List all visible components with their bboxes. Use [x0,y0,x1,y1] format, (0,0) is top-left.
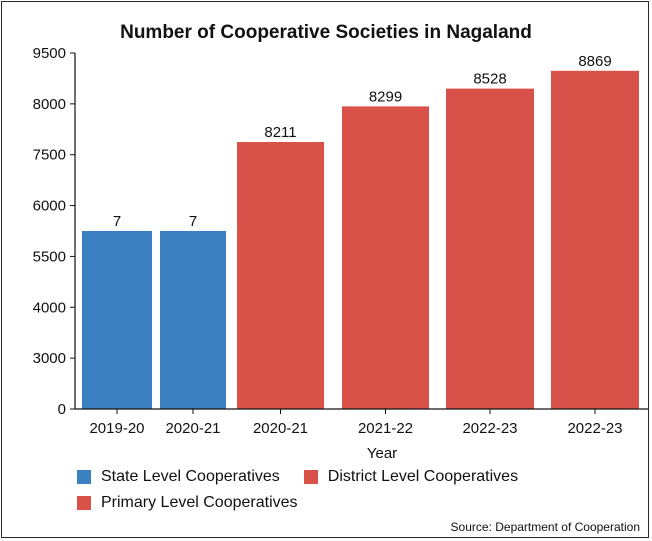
y-tick-label: 9500 [33,45,66,62]
y-axis: 0 3000 4000 5500 6000 7500 8000 9500 [33,45,76,418]
y-tick-label: 5500 [33,248,66,265]
y-tick-label: 6000 [33,198,66,215]
y-tick-label: 7500 [33,147,66,164]
legend-label: District Level Cooperatives [327,468,519,485]
legend-swatch [77,496,91,510]
x-axis-title: Year [367,445,397,462]
bar-6 [551,70,639,410]
bar-5 [446,88,534,409]
x-tick-label: 2020-21 [165,420,220,437]
y-tick-label: 4000 [33,299,66,316]
bar-value-label: 8211 [264,124,296,141]
x-tick-label: 2021-22 [358,420,413,437]
bar-value-label: 8299 [369,88,402,105]
x-tick-label: 2022-23 [462,420,517,437]
bar-3 [237,142,324,409]
legend: State Level Cooperatives District Level C… [77,468,637,512]
bar-value-label: 8528 [473,71,506,88]
bar-value-label: 7 [113,213,121,230]
legend-label: Primary Level Cooperatives [101,494,298,511]
y-tick-label: 3000 [33,350,66,367]
legend-swatch [77,470,91,484]
legend-item: Primary Level Cooperatives [77,494,298,512]
source-note: Source: Department of Cooperation [450,520,640,534]
bar-2 [160,231,226,409]
legend-label: State Level Cooperatives [101,468,280,485]
y-tick-label: 8000 [33,96,66,113]
chart-title: Number of Cooperative Societies in Nagal… [120,22,532,43]
bar-1 [82,231,152,409]
x-tick-label: 2022-23 [567,420,622,437]
bar-value-label: 7 [189,213,197,230]
bars: 7 7 8211 8299 8528 8869 [82,53,639,410]
x-axis: 2019-20 2020-21 2020-21 2021-22 2022-23 2022-… [75,408,648,437]
x-tick-label: 2020-21 [253,420,308,437]
legend-swatch [303,470,318,484]
legend-item: District Level Cooperatives [303,468,519,486]
bar-chart: 0 3000 4000 5500 6000 7500 8000 9500 7 7 8211 8299… [33,45,648,462]
legend-item: State Level Cooperatives [77,468,280,486]
y-tick-label: 0 [58,401,66,418]
bar-4 [342,106,429,410]
bar-value-label: 8869 [578,53,611,70]
x-tick-label: 2019-20 [89,420,144,437]
